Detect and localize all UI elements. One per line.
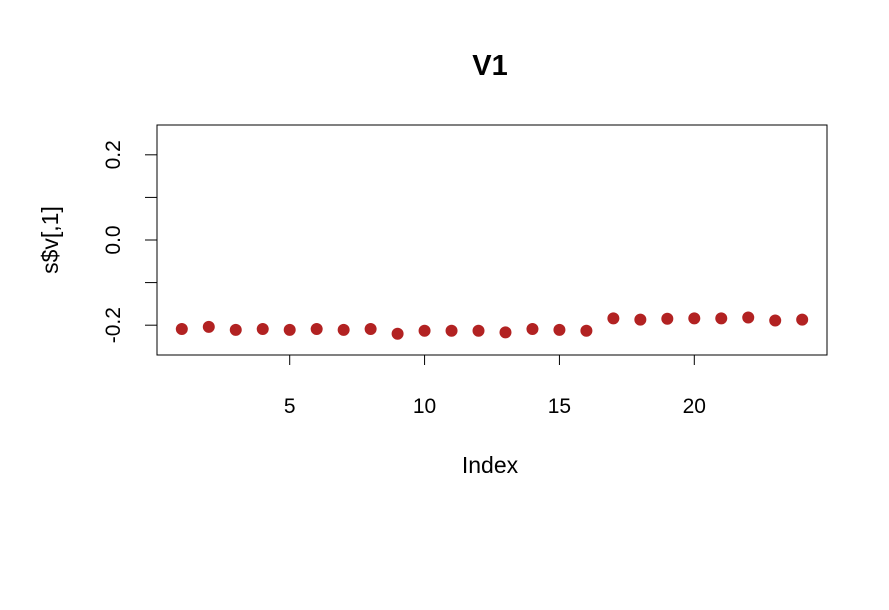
x-axis: 5 10 15 20 [284, 354, 706, 418]
data-point [769, 314, 782, 327]
data-point [175, 323, 188, 336]
data-point [634, 313, 647, 326]
y-tick-label: 0.0 [102, 225, 125, 254]
data-point [472, 324, 485, 337]
data-point [580, 324, 593, 337]
data-point [283, 323, 296, 336]
y-axis: -0.2 0.0 0.2 [102, 140, 158, 343]
data-point [553, 323, 566, 336]
data-point [364, 323, 377, 336]
data-point [742, 311, 755, 324]
y-tick-label: 0.2 [102, 140, 125, 169]
data-point [715, 312, 728, 325]
x-tick-label: 5 [284, 395, 296, 418]
data-point [661, 312, 674, 325]
x-tick-label: 10 [413, 395, 436, 418]
data-point [391, 327, 404, 340]
data-point [688, 312, 701, 325]
data-point [445, 324, 458, 337]
data-point [607, 312, 620, 325]
data-point [310, 323, 323, 336]
y-tick-label: -0.2 [102, 307, 125, 343]
data-points [175, 311, 809, 340]
x-axis-label: Index [462, 452, 519, 478]
x-tick-label: 15 [548, 395, 571, 418]
data-point [499, 326, 512, 339]
data-point [256, 323, 269, 336]
data-point [202, 320, 215, 333]
x-tick-label: 20 [683, 395, 706, 418]
data-point [526, 323, 539, 336]
data-point [337, 323, 350, 336]
data-point [796, 313, 809, 326]
y-axis-label: s$v[,1] [37, 206, 63, 274]
chart-title: V1 [472, 50, 507, 82]
data-point [229, 323, 242, 336]
data-point [418, 324, 431, 337]
